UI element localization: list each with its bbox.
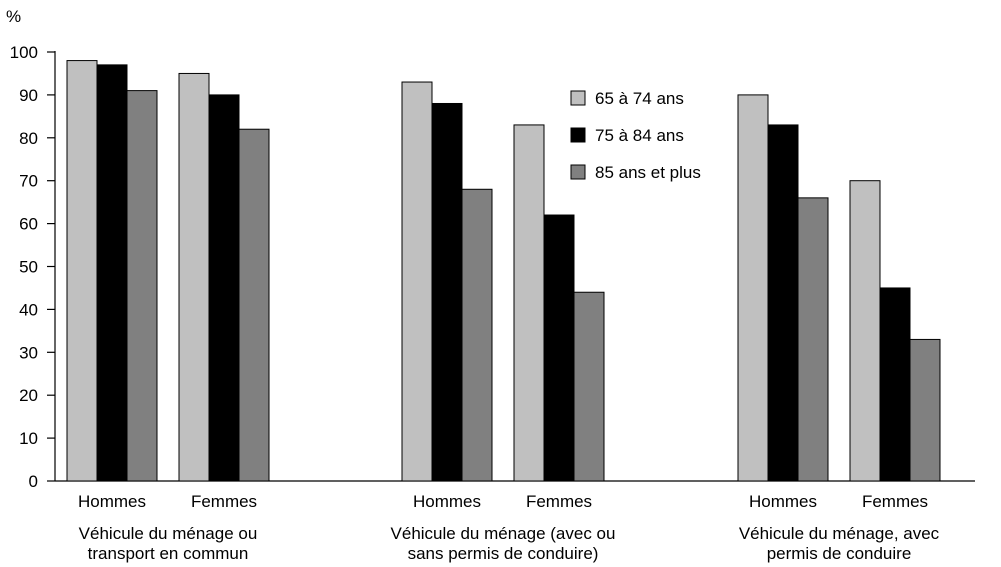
bar-1-hommes-series-1 bbox=[66, 60, 98, 482]
category-label: Hommes bbox=[749, 492, 817, 511]
category-label: Hommes bbox=[78, 492, 146, 511]
y-tick-label: 20 bbox=[19, 386, 38, 405]
group-label-line: Véhicule du ménage, avec bbox=[739, 524, 940, 543]
bar-2-femmes-series-2 bbox=[543, 214, 575, 482]
y-tick-label: 60 bbox=[19, 215, 38, 234]
legend: 65 à 74 ans 75 à 84 ans 85 ans et plus bbox=[570, 89, 701, 182]
y-tick-label: 40 bbox=[19, 300, 38, 319]
category-label: Femmes bbox=[191, 492, 257, 511]
y-tick-label: 100 bbox=[10, 43, 38, 62]
y-tick-label: 0 bbox=[29, 472, 38, 491]
bar-2-hommes-series-1 bbox=[401, 81, 433, 482]
bar-1-femmes-series-2 bbox=[208, 94, 240, 482]
legend-swatch bbox=[570, 164, 586, 180]
category-label: Femmes bbox=[862, 492, 928, 511]
bar-3-hommes-series-3 bbox=[797, 197, 829, 482]
bar-2-femmes-series-1 bbox=[513, 124, 545, 482]
bar-1-hommes-series-2 bbox=[96, 64, 128, 482]
group-label-line: Véhicule du ménage (avec ou bbox=[391, 524, 616, 543]
y-tick-label: 70 bbox=[19, 172, 38, 191]
bar-2-hommes-series-3 bbox=[461, 188, 493, 482]
bar-3-femmes-series-1 bbox=[849, 180, 881, 482]
bar-3-femmes-series-2 bbox=[879, 287, 911, 482]
y-unit-label: % bbox=[6, 7, 21, 26]
group-label-line: permis de conduire bbox=[767, 544, 912, 563]
y-tick-label: 10 bbox=[19, 429, 38, 448]
x-labels: Hommes Femmes Véhicule du ménage outranspo… bbox=[78, 492, 940, 563]
bar-3-femmes-series-3 bbox=[909, 338, 941, 482]
y-tick-label: 90 bbox=[19, 86, 38, 105]
legend-swatch bbox=[570, 90, 586, 106]
legend-label: 85 ans et plus bbox=[595, 163, 701, 182]
group-label-line: transport en commun bbox=[88, 544, 249, 563]
bar-3-hommes-series-2 bbox=[767, 124, 799, 482]
bar-1-hommes-series-3 bbox=[126, 90, 158, 482]
category-label: Hommes bbox=[413, 492, 481, 511]
bar-2-femmes-series-3 bbox=[573, 291, 605, 482]
y-tick-label: 80 bbox=[19, 129, 38, 148]
bars bbox=[66, 60, 941, 482]
legend-label: 65 à 74 ans bbox=[595, 89, 684, 108]
group-label-line: sans permis de conduire) bbox=[408, 544, 599, 563]
bar-1-femmes-series-1 bbox=[178, 72, 210, 482]
bar-1-femmes-series-3 bbox=[238, 128, 270, 482]
y-tick-label: 50 bbox=[19, 258, 38, 277]
y-ticks: 0 10 20 30 40 50 60 70 80 90 100 bbox=[10, 43, 55, 491]
y-tick-label: 30 bbox=[19, 343, 38, 362]
group-label-line: Véhicule du ménage ou bbox=[79, 524, 258, 543]
legend-label: 75 à 84 ans bbox=[595, 126, 684, 145]
legend-swatch bbox=[570, 127, 586, 143]
bar-2-hommes-series-2 bbox=[431, 102, 463, 482]
bar-3-hommes-series-1 bbox=[737, 94, 769, 482]
category-label: Femmes bbox=[526, 492, 592, 511]
